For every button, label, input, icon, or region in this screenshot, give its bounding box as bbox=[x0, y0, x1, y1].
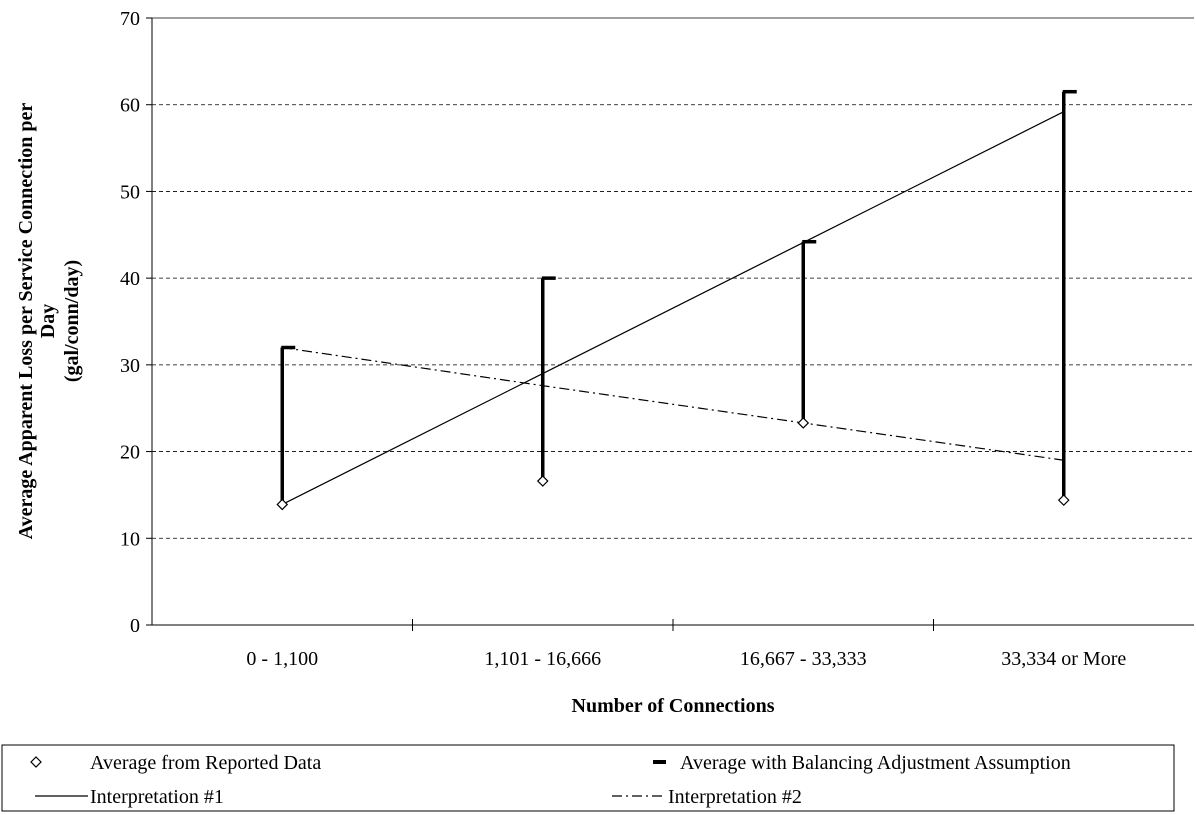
legend-label-balancing: Average with Balancing Adjustment Assump… bbox=[680, 752, 1071, 774]
y-tick-label: 20 bbox=[120, 442, 140, 464]
x-tick-label: 33,334 or More bbox=[1001, 648, 1126, 670]
interpretation-2-line bbox=[282, 346, 1064, 461]
error-bars bbox=[280, 89, 1077, 505]
legend-diamond-icon bbox=[30, 756, 42, 768]
legend: Average from Reported Data Average with … bbox=[1, 744, 1175, 812]
y-tick-labels: 0 10 20 30 40 50 60 70 bbox=[120, 8, 152, 637]
reported-data-marker bbox=[797, 417, 810, 429]
y-axis-title-line-2: Day bbox=[37, 304, 59, 338]
interpretation-1-line bbox=[281, 111, 1065, 506]
y-axis-title: Average Apparent Loss per Service Connec… bbox=[15, 103, 83, 540]
y-axis-title-line-1: Average Apparent Loss per Service Connec… bbox=[15, 103, 37, 540]
legend-item-interp2: Interpretation #2 bbox=[612, 786, 802, 808]
reported-data-marker bbox=[536, 475, 549, 487]
series-lines bbox=[281, 111, 1065, 506]
y-tick-label: 60 bbox=[120, 95, 140, 117]
x-tick-labels: 0 - 1,100 1,101 - 16,666 16,667 - 33,333 33… bbox=[246, 619, 1126, 670]
legend-item-interp1: Interpretation #1 bbox=[35, 786, 224, 808]
x-tick-label: 0 - 1,100 bbox=[246, 648, 318, 670]
reported-data-marker bbox=[1057, 494, 1070, 506]
legend-item-balancing: Average with Balancing Adjustment Assump… bbox=[653, 752, 1071, 774]
y-axis-title-line-3: (gal/conn/day) bbox=[61, 260, 83, 382]
y-tick-label: 50 bbox=[120, 181, 140, 203]
reported-data-marker bbox=[276, 498, 289, 511]
legend-box bbox=[1, 744, 1175, 812]
y-tick-label: 40 bbox=[120, 268, 140, 290]
axes bbox=[151, 18, 1194, 626]
y-tick-label: 30 bbox=[120, 355, 140, 377]
legend-label-reported: Average from Reported Data bbox=[90, 752, 321, 774]
legend-label-interp2: Interpretation #2 bbox=[668, 786, 802, 808]
x-tick-label: 16,667 - 33,333 bbox=[740, 648, 867, 670]
y-tick-label: 10 bbox=[120, 528, 140, 550]
legend-item-reported: Average from Reported Data bbox=[30, 752, 321, 774]
x-axis-title: Number of Connections bbox=[572, 695, 775, 717]
y-tick-label: 70 bbox=[120, 8, 140, 30]
gridlines bbox=[152, 17, 1194, 539]
y-tick-label: 0 bbox=[130, 615, 140, 637]
legend-label-interp1: Interpretation #1 bbox=[90, 786, 224, 808]
diamond-markers bbox=[276, 417, 1070, 511]
x-tick-label: 1,101 - 16,666 bbox=[484, 648, 601, 670]
